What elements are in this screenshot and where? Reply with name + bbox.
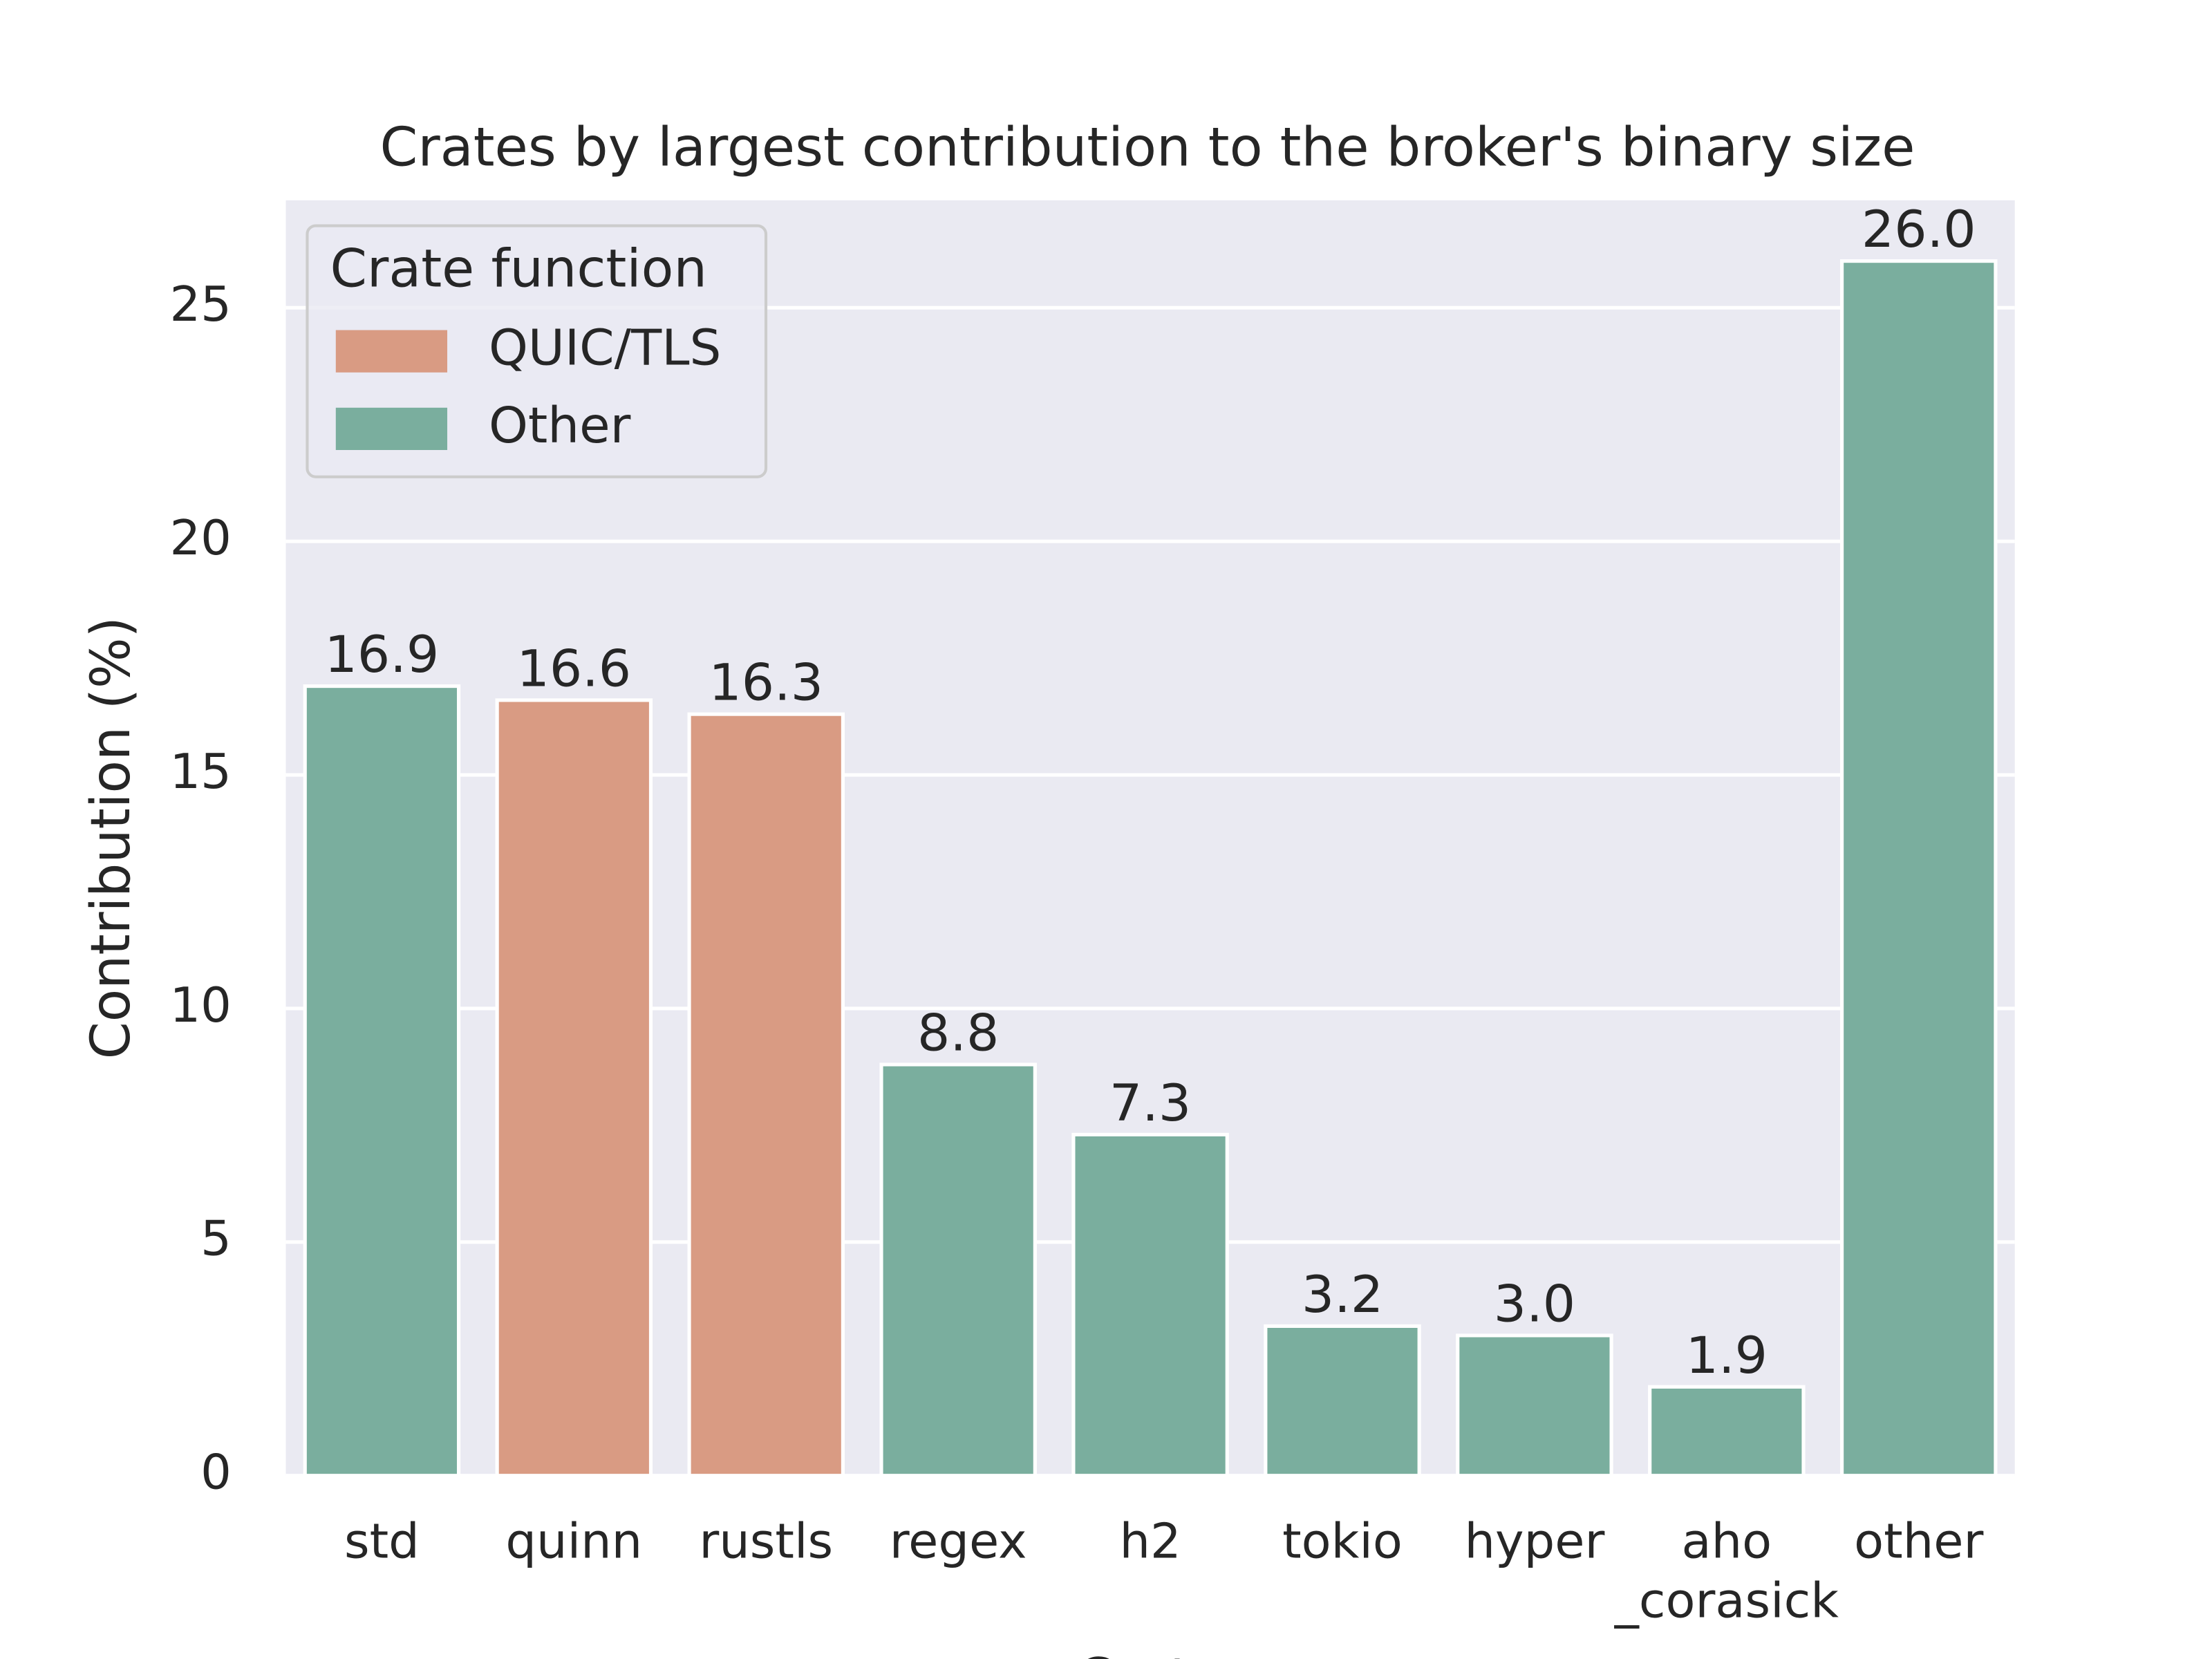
value-label: 16.3 xyxy=(709,653,823,712)
legend: Crate function QUIC/TLS Other xyxy=(306,224,768,478)
x-axis-label: Crate xyxy=(1076,1647,1224,1659)
value-label: 26.0 xyxy=(1862,200,1976,259)
value-label: 3.0 xyxy=(1494,1275,1575,1333)
bar xyxy=(1648,1385,1806,1478)
legend-label: QUIC/TLS xyxy=(489,319,721,376)
bar xyxy=(1840,259,1998,1478)
bar xyxy=(1456,1333,1613,1478)
x-tick-label: quinn xyxy=(505,1514,642,1569)
y-tick-label: 0 xyxy=(200,1445,232,1500)
x-tick-label: aho _corasick xyxy=(1614,1514,1839,1629)
y-tick-label: 25 xyxy=(169,277,231,332)
bar xyxy=(1264,1324,1421,1478)
legend-label: Other xyxy=(489,396,631,453)
y-tick-label: 15 xyxy=(169,744,231,799)
bar xyxy=(879,1062,1037,1478)
x-tick-label: std xyxy=(344,1514,420,1569)
y-tick-label: 20 xyxy=(169,510,231,565)
value-label: 1.9 xyxy=(1686,1326,1768,1385)
x-tick-label: regex xyxy=(890,1514,1027,1569)
value-label: 16.6 xyxy=(516,639,631,698)
value-label: 7.3 xyxy=(1109,1074,1191,1132)
bar xyxy=(495,698,653,1478)
legend-swatch xyxy=(335,330,448,373)
value-label: 16.9 xyxy=(325,626,440,684)
bars: 16.6 16.3 16.9 8.8 7.3 3.2 3.0 1.9 26.0 xyxy=(303,200,1998,1478)
x-tick-label: h2 xyxy=(1119,1514,1181,1569)
y-tick-label: 10 xyxy=(169,977,231,1033)
y-tick-label: 5 xyxy=(200,1211,232,1266)
legend-title: Crate function xyxy=(330,238,707,299)
x-tick-label: tokio xyxy=(1282,1514,1403,1569)
value-label: 3.2 xyxy=(1302,1265,1383,1324)
x-tick-label: rustls xyxy=(699,1514,833,1569)
bar xyxy=(303,684,461,1478)
chart-title: Crates by largest contribution to the br… xyxy=(379,117,1915,178)
y-axis-label: Contribution (%) xyxy=(80,617,143,1059)
legend-swatch xyxy=(335,407,448,451)
bar xyxy=(687,712,845,1478)
x-tick-label: other xyxy=(1854,1514,1984,1569)
bar xyxy=(1071,1132,1229,1478)
x-tick-label: hyper xyxy=(1464,1514,1604,1569)
value-label: 8.8 xyxy=(917,1004,999,1062)
